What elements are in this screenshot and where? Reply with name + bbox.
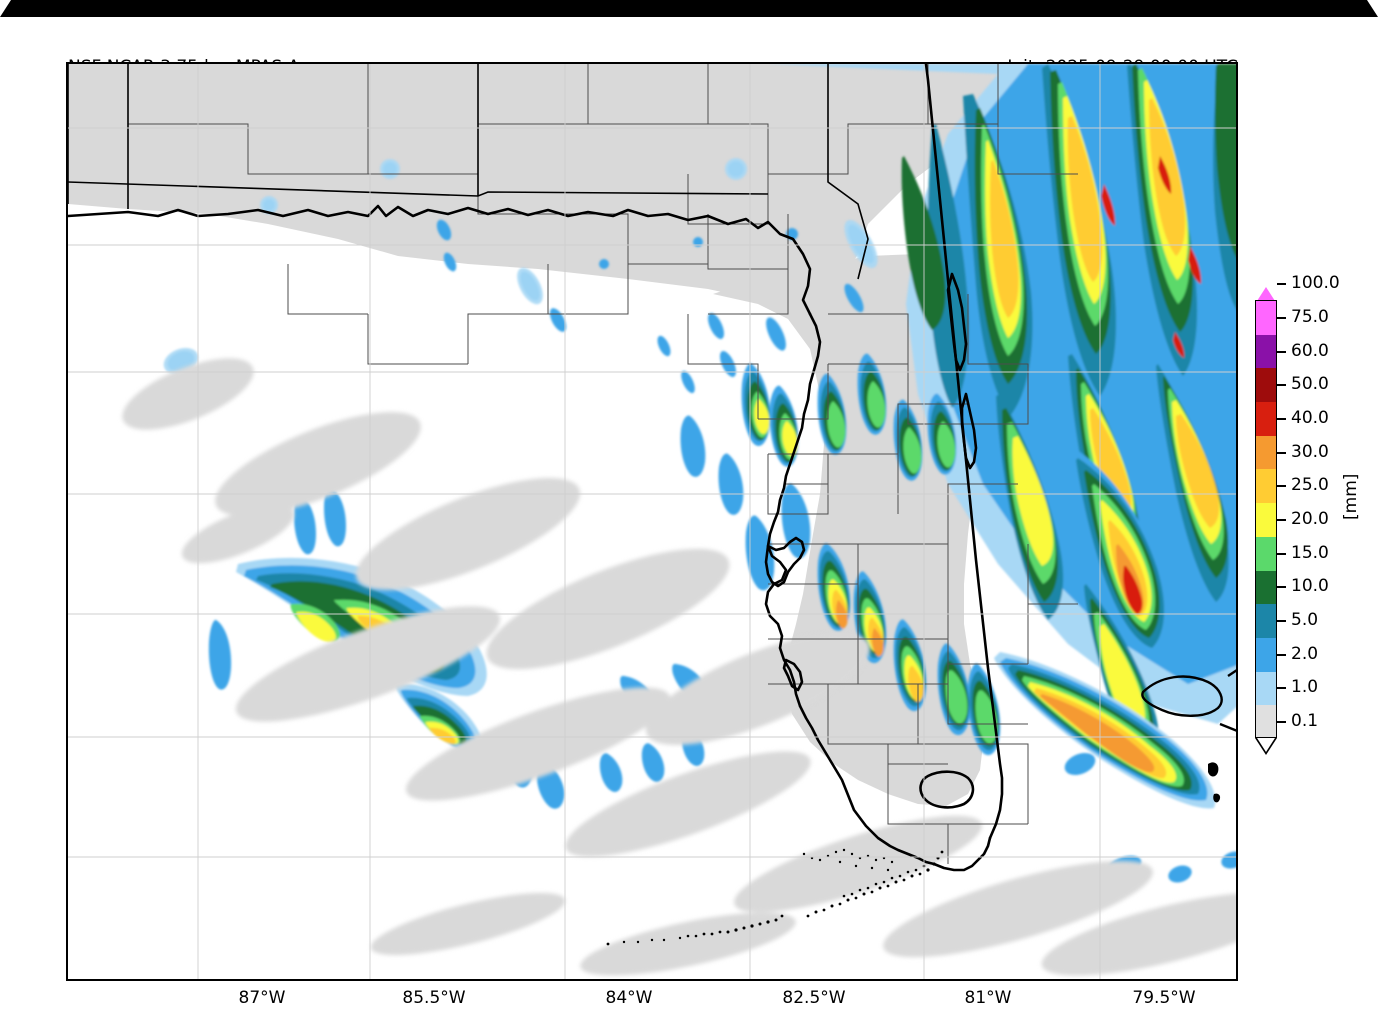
colorbar-tick-label: 75.0 — [1291, 306, 1329, 327]
colorbar-units-label: [mm] — [1341, 473, 1361, 520]
colorbar-segment — [1256, 604, 1276, 638]
colorbar-tick-label: 50.0 — [1291, 374, 1329, 395]
colorbar-tick-mark — [1277, 451, 1286, 454]
longitude-tick-label: 84°W — [605, 988, 653, 1008]
colorbar-tick-mark — [1277, 620, 1286, 623]
colorbar-tick-mark — [1277, 552, 1286, 555]
colorbar-tick-label: 15.0 — [1291, 542, 1329, 563]
colorbar-over-arrow — [0, 0, 1378, 17]
colorbar-segment — [1256, 469, 1276, 504]
longitude-tick-label: 81°W — [964, 988, 1012, 1008]
colorbar-tick-mark — [1277, 283, 1286, 286]
colorbar-tick-mark — [1277, 417, 1286, 420]
precip-band-se-florida-coast — [994, 652, 1216, 809]
map-plot-area[interactable] — [66, 62, 1238, 981]
precip-cores-red — [1101, 156, 1202, 358]
florida-keys — [606, 762, 1221, 946]
colorbar-tick-mark — [1277, 653, 1286, 656]
precip-band-atlantic-inner — [1066, 444, 1168, 658]
colorbar-segment — [1256, 368, 1276, 403]
coastline — [68, 64, 1004, 872]
colorbar-tick-label: 10.0 — [1291, 576, 1329, 597]
colorbar-tick-mark — [1277, 316, 1286, 319]
colorbar-tick-label: 20.0 — [1291, 509, 1329, 529]
colorbar-segment — [1256, 435, 1276, 470]
colorbar-tick-mark — [1277, 687, 1286, 690]
colorbar[interactable] — [1255, 300, 1277, 738]
colorbar-segment — [1256, 301, 1276, 335]
colorbar-segment — [1256, 402, 1276, 436]
state-borders — [68, 64, 869, 280]
colorbar-segment — [1256, 671, 1276, 706]
colorbar-tick-label: 25.0 — [1291, 475, 1329, 496]
colorbar-tick-mark — [1277, 519, 1286, 521]
colorbar-segment — [1256, 637, 1276, 672]
longitude-tick-label: 85.5°W — [402, 988, 466, 1008]
colorbar-segment — [1256, 705, 1276, 737]
colorbar-tick-mark — [1277, 586, 1286, 589]
graticule — [68, 64, 1236, 979]
colorbar-segment — [1256, 334, 1276, 369]
colorbar-segment — [1256, 570, 1276, 605]
colorbar-tick-mark — [1277, 384, 1286, 387]
colorbar-tick-mark — [1277, 721, 1286, 724]
colorbar-tick-label: 30.0 — [1291, 441, 1329, 462]
trace-precip-speckle — [122, 358, 1236, 976]
colorbar-tick-label: 40.0 — [1291, 407, 1329, 428]
colorbar-segment — [1256, 503, 1276, 537]
longitude-tick-label: 79.5°W — [1132, 988, 1196, 1008]
colorbar-tick-label: 1.0 — [1291, 677, 1319, 698]
colorbar-tick-mark — [1277, 350, 1286, 353]
colorbar-tick-label: 60.0 — [1291, 340, 1329, 361]
longitude-tick-label: 87°W — [238, 988, 286, 1008]
colorbar-segment — [1256, 536, 1276, 571]
county-borders — [127, 64, 1078, 864]
colorbar-tick-mark — [1277, 485, 1286, 488]
colorbar-tick-label: 5.0 — [1291, 610, 1319, 631]
colorbar-tick-label: 100.0 — [1291, 273, 1340, 294]
colorbar-tick-label: 2.0 — [1291, 643, 1319, 664]
map-canvas — [68, 64, 1236, 979]
bahamas-coastline — [1141, 669, 1236, 732]
colorbar-over-arrow-fill — [1257, 287, 1275, 301]
colorbar-under-arrow-fill — [1257, 738, 1275, 752]
longitude-tick-label: 82.5°W — [782, 988, 846, 1008]
colorbar-tick-label: 0.1 — [1291, 711, 1319, 732]
